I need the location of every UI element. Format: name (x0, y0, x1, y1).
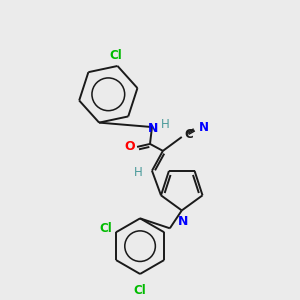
Text: N: N (178, 215, 188, 228)
Text: N: N (199, 121, 208, 134)
Text: H: H (160, 118, 169, 130)
Text: Cl: Cl (134, 284, 146, 297)
Text: H: H (134, 166, 142, 179)
Text: N: N (148, 122, 158, 134)
Text: O: O (125, 140, 136, 153)
Text: Cl: Cl (100, 222, 112, 235)
Text: C: C (185, 128, 194, 142)
Text: Cl: Cl (109, 49, 122, 62)
